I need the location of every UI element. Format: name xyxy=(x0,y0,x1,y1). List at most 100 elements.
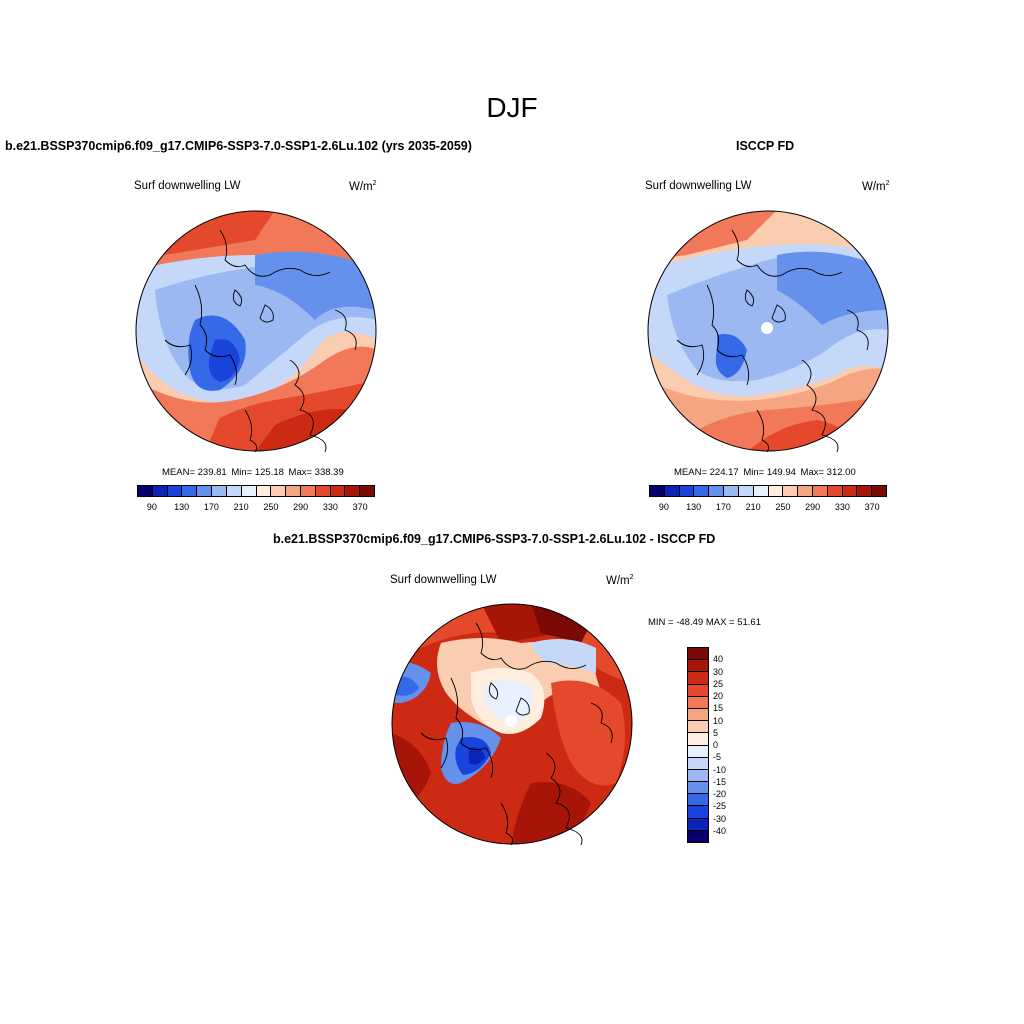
diff-colorbar-swatch xyxy=(688,696,708,709)
model-colorbar-ticks: 90 130 170 210 250 290 330 370 xyxy=(137,502,375,516)
diff-colorbar-swatch xyxy=(688,757,708,770)
diff-panel-title: b.e21.BSSP370cmip6.f09_g17.CMIP6-SSP3-7.… xyxy=(273,532,716,546)
diff-colorbar-tick-label: -40 xyxy=(713,825,727,836)
model-colorbar-swatch xyxy=(300,486,316,496)
diff-colorbar-swatch xyxy=(688,660,708,673)
diff-colorbar-swatch xyxy=(688,818,708,831)
obs-colorbar-tick-label: 370 xyxy=(864,502,880,512)
diff-colorbar-tick-label: 5 xyxy=(713,727,719,738)
model-colorbar xyxy=(137,485,375,497)
diff-colorbar-tick-label: -15 xyxy=(713,776,727,787)
model-colorbar-swatch xyxy=(197,486,213,496)
obs-variable-label: Surf downwelling LW xyxy=(645,180,752,192)
diff-minmax: MIN = -48.49 MAX = 51.61 xyxy=(648,617,762,628)
model-colorbar-tick-label: 170 xyxy=(203,502,219,512)
obs-colorbar-swatch xyxy=(709,486,725,496)
model-colorbar-swatch xyxy=(256,486,272,496)
model-colorbar-swatch xyxy=(138,486,153,496)
obs-colorbar-swatch xyxy=(872,486,886,496)
model-stats: MEAN= 239.81 Min= 125.18 Max= 338.39 xyxy=(162,467,344,478)
diff-colorbar-swatch xyxy=(688,733,708,746)
diff-colorbar-swatch xyxy=(688,806,708,819)
model-colorbar-swatch xyxy=(226,486,242,496)
obs-colorbar-tick-label: 130 xyxy=(686,502,702,512)
model-colorbar-tick-label: 330 xyxy=(322,502,338,512)
obs-colorbar-tick-label: 250 xyxy=(775,502,791,512)
diff-colorbar-ticks: 40 30 25 20 15 10 5 0 -5 -10 -15 -20 -25 -30 -40 xyxy=(713,647,743,843)
obs-panel-title: ISCCP FD xyxy=(736,139,795,153)
obs-stats: MEAN= 224.17 Min= 149.94 Max= 312.00 xyxy=(674,467,856,478)
obs-colorbar-swatch xyxy=(753,486,769,496)
model-colorbar-swatch xyxy=(241,486,257,496)
model-colorbar-tick-label: 130 xyxy=(174,502,190,512)
obs-units-label: W/m2 xyxy=(862,180,890,193)
diff-colorbar-swatch xyxy=(688,648,708,661)
model-colorbar-tick-label: 370 xyxy=(352,502,368,512)
obs-colorbar-tick-label: 330 xyxy=(834,502,850,512)
model-colorbar-tick-label: 250 xyxy=(263,502,279,512)
diff-colorbar-swatch xyxy=(688,684,708,697)
model-colorbar-swatch xyxy=(167,486,183,496)
diff-colorbar-tick-label: 40 xyxy=(713,654,724,665)
obs-colorbar-swatch xyxy=(694,486,710,496)
model-colorbar-tick-label: 90 xyxy=(146,502,157,512)
diff-colorbar-swatch xyxy=(688,782,708,795)
obs-colorbar-swatch xyxy=(679,486,695,496)
model-colorbar-swatch xyxy=(330,486,346,496)
obs-colorbar xyxy=(649,485,887,497)
obs-colorbar-swatch xyxy=(812,486,828,496)
diff-colorbar-tick-label: -30 xyxy=(713,813,727,824)
model-colorbar-swatch xyxy=(152,486,168,496)
diff-units-label: W/m2 xyxy=(606,574,634,587)
diff-colorbar-tick-label: 10 xyxy=(713,715,724,726)
diff-colorbar-swatch xyxy=(688,672,708,685)
diff-colorbar-swatch xyxy=(688,794,708,807)
obs-colorbar-swatch xyxy=(827,486,843,496)
diff-colorbar xyxy=(687,647,709,843)
model-colorbar-swatch xyxy=(345,486,361,496)
diff-colorbar-tick-label: -20 xyxy=(713,789,727,799)
diff-colorbar-tick-label: 25 xyxy=(713,678,724,689)
obs-colorbar-ticks: 90 130 170 210 250 290 330 370 xyxy=(649,502,887,516)
obs-colorbar-tick-label: 170 xyxy=(715,502,731,512)
obs-colorbar-swatch xyxy=(738,486,754,496)
model-colorbar-swatch xyxy=(271,486,287,496)
model-colorbar-tick-label: 210 xyxy=(233,502,249,512)
obs-colorbar-swatch xyxy=(798,486,813,496)
diff-colorbar-swatch xyxy=(688,721,708,734)
obs-colorbar-swatch xyxy=(650,486,665,496)
obs-colorbar-swatch xyxy=(783,486,799,496)
diff-colorbar-swatch xyxy=(688,708,708,722)
model-colorbar-swatch xyxy=(286,486,301,496)
model-colorbar-tick-label: 290 xyxy=(293,502,309,512)
diff-colorbar-tick-label: 15 xyxy=(713,703,724,714)
obs-colorbar-swatch xyxy=(768,486,784,496)
diff-colorbar-tick-label: 0 xyxy=(713,740,719,750)
model-panel-title: b.e21.BSSP370cmip6.f09_g17.CMIP6-SSP3-7.… xyxy=(5,139,472,153)
diff-colorbar-tick-label: -5 xyxy=(713,752,722,763)
model-colorbar-swatch xyxy=(182,486,198,496)
obs-polar-map xyxy=(647,210,889,453)
model-colorbar-swatch xyxy=(315,486,331,496)
model-colorbar-swatch xyxy=(212,486,227,496)
obs-colorbar-tick-label: 210 xyxy=(745,502,761,512)
model-colorbar-swatch xyxy=(360,486,374,496)
diff-polar-map xyxy=(391,603,633,846)
model-polar-map xyxy=(135,210,377,453)
diff-colorbar-swatch xyxy=(688,745,708,758)
diff-colorbar-tick-label: -10 xyxy=(713,764,727,775)
obs-colorbar-tick-label: 290 xyxy=(805,502,821,512)
diff-colorbar-tick-label: 30 xyxy=(713,666,724,677)
diff-colorbar-tick-label: 20 xyxy=(713,691,724,701)
diff-colorbar-swatch xyxy=(688,769,708,783)
obs-colorbar-swatch xyxy=(842,486,858,496)
model-units-label: W/m2 xyxy=(349,180,377,193)
obs-colorbar-swatch xyxy=(724,486,739,496)
model-variable-label: Surf downwelling LW xyxy=(134,180,241,192)
obs-colorbar-swatch xyxy=(857,486,873,496)
diff-variable-label: Surf downwelling LW xyxy=(390,574,497,586)
figure-title: DJF xyxy=(486,92,538,123)
diff-colorbar-swatch xyxy=(688,830,708,842)
obs-colorbar-tick-label: 90 xyxy=(658,502,669,512)
obs-colorbar-swatch xyxy=(664,486,680,496)
